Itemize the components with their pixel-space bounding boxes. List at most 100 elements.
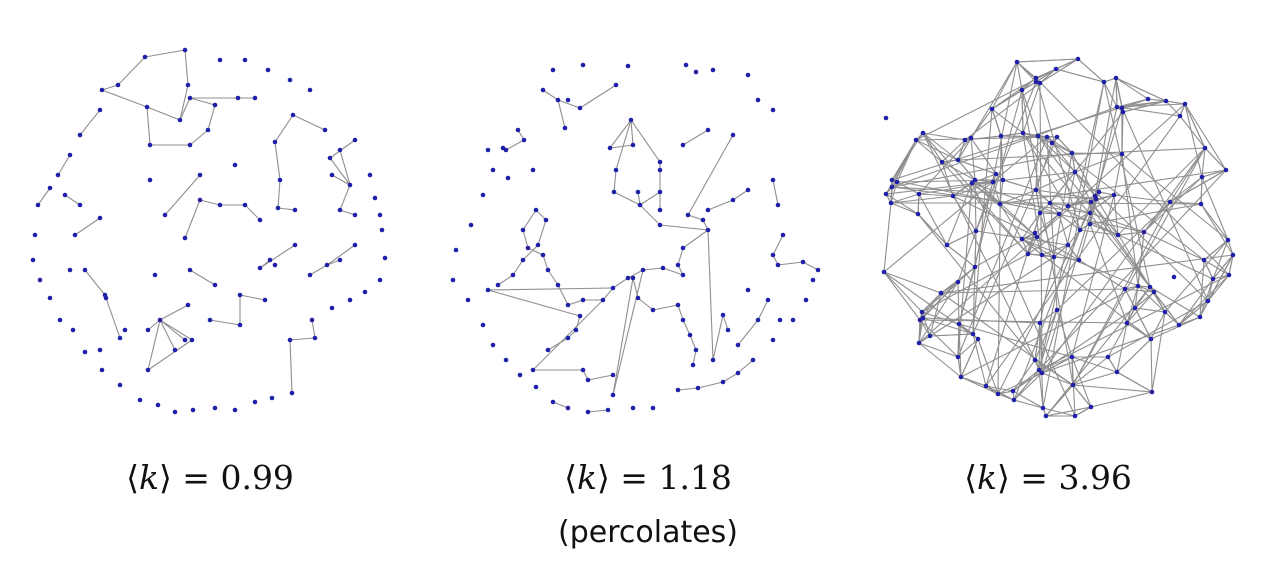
edge bbox=[1116, 106, 1181, 117]
edge bbox=[535, 209, 547, 221]
node bbox=[197, 197, 203, 203]
node bbox=[1205, 298, 1211, 304]
node bbox=[337, 147, 343, 153]
node bbox=[1122, 286, 1128, 292]
edge bbox=[682, 319, 691, 336]
node bbox=[725, 327, 731, 333]
network-graph-sparse bbox=[30, 47, 388, 415]
edge bbox=[1228, 254, 1234, 276]
edge bbox=[1113, 194, 1119, 236]
node bbox=[1070, 382, 1076, 388]
node bbox=[577, 313, 583, 319]
edge bbox=[891, 139, 917, 181]
node bbox=[510, 272, 516, 278]
edge bbox=[1067, 244, 1080, 261]
node bbox=[525, 245, 531, 251]
node bbox=[1025, 251, 1031, 257]
edge bbox=[682, 229, 709, 249]
edge bbox=[37, 187, 51, 206]
edge bbox=[199, 199, 221, 206]
edge bbox=[292, 114, 326, 131]
node bbox=[1035, 133, 1041, 139]
node bbox=[145, 367, 151, 373]
node bbox=[920, 130, 926, 136]
edge bbox=[918, 317, 924, 344]
edge bbox=[929, 333, 974, 337]
edge bbox=[1122, 100, 1167, 113]
edge bbox=[957, 159, 997, 175]
edge bbox=[1034, 309, 1058, 361]
node bbox=[628, 117, 634, 123]
node bbox=[37, 277, 43, 283]
edge bbox=[74, 217, 101, 236]
edge bbox=[587, 409, 609, 413]
edge bbox=[527, 247, 544, 256]
edge bbox=[144, 49, 186, 58]
edge bbox=[84, 269, 106, 296]
edge bbox=[1113, 194, 1171, 203]
edge bbox=[1021, 238, 1043, 256]
edge bbox=[1035, 68, 1057, 79]
edge bbox=[918, 103, 1186, 344]
edge bbox=[1055, 68, 1105, 83]
node bbox=[680, 142, 686, 148]
node bbox=[695, 385, 701, 391]
node bbox=[324, 262, 330, 268]
node bbox=[1105, 354, 1111, 360]
node bbox=[337, 257, 343, 263]
edge bbox=[289, 337, 316, 341]
node bbox=[468, 222, 474, 228]
edge bbox=[919, 319, 959, 358]
edge bbox=[941, 139, 966, 163]
node bbox=[242, 57, 248, 63]
edge bbox=[1021, 89, 1074, 386]
node bbox=[803, 297, 809, 303]
node bbox=[610, 285, 616, 291]
node bbox=[1124, 320, 1130, 326]
node bbox=[888, 200, 894, 206]
node bbox=[973, 228, 979, 234]
edge bbox=[1200, 203, 1234, 256]
edge bbox=[1035, 68, 1057, 83]
edge bbox=[311, 319, 316, 339]
edge bbox=[147, 319, 161, 371]
node bbox=[770, 252, 776, 258]
node bbox=[232, 407, 238, 413]
edge bbox=[1022, 132, 1043, 256]
node bbox=[1210, 276, 1216, 282]
edge bbox=[922, 132, 966, 141]
node bbox=[322, 127, 328, 133]
edge bbox=[1115, 77, 1118, 108]
node bbox=[1037, 80, 1043, 86]
node bbox=[185, 82, 191, 88]
node bbox=[62, 192, 68, 198]
node bbox=[187, 267, 193, 273]
edge bbox=[1117, 231, 1145, 236]
edge bbox=[1169, 147, 1206, 203]
edge bbox=[999, 203, 1023, 240]
node bbox=[1087, 221, 1093, 227]
node bbox=[687, 332, 693, 338]
edge bbox=[1203, 259, 1230, 276]
edge bbox=[707, 229, 714, 361]
edge bbox=[609, 119, 632, 149]
node bbox=[500, 145, 506, 151]
edge bbox=[1178, 274, 1230, 326]
caption-symbol: k bbox=[976, 458, 997, 497]
edge bbox=[1200, 203, 1229, 241]
edge bbox=[487, 289, 581, 317]
edge bbox=[532, 299, 604, 371]
edge bbox=[991, 108, 1002, 137]
edge bbox=[547, 269, 559, 286]
edge bbox=[891, 106, 1118, 188]
edge bbox=[587, 374, 614, 381]
edge bbox=[189, 129, 209, 146]
node bbox=[660, 265, 666, 271]
edge bbox=[922, 132, 959, 161]
edge bbox=[487, 287, 614, 291]
edge bbox=[1137, 285, 1166, 313]
node bbox=[894, 179, 900, 185]
node bbox=[1069, 150, 1075, 156]
edge bbox=[757, 299, 769, 321]
node bbox=[540, 252, 546, 258]
